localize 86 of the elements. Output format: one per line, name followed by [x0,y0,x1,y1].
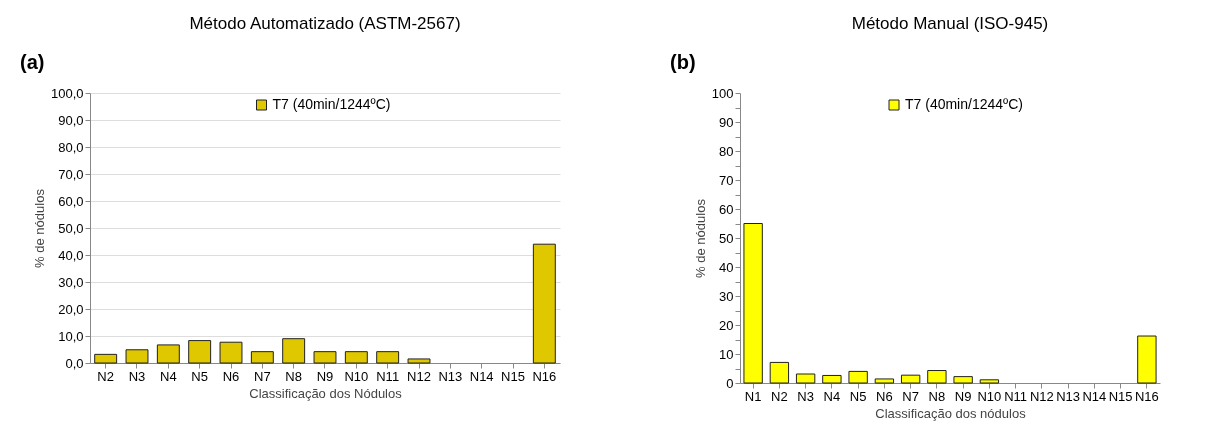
legend-label: T7 (40min/1244ºC) [272,96,391,112]
bar [313,351,337,364]
y-tick-label: 30 [719,288,734,304]
x-tick-label: N2 [771,388,788,404]
x-tick-label: N12 [407,368,431,384]
y-tick-label: 80,0 [58,139,84,155]
y-tick-label: 0 [726,375,734,391]
x-tick-label: N4 [160,368,177,384]
y-tick-label: 40,0 [58,247,84,263]
x-tick-label: N9 [316,368,334,384]
y-tick-label: 20 [719,317,734,333]
chart-title: Método Manual (ISO-945) [851,14,1049,33]
bar [407,358,431,364]
x-tick-label: N7 [254,368,271,384]
y-tick-label: 70 [719,172,734,188]
y-tick-label: 10,0 [58,328,84,344]
bar [795,373,816,384]
y-tick-label: 60 [719,201,734,217]
y-tick-label: 90,0 [58,112,84,128]
x-tick-label: N16 [532,368,557,384]
x-tick-label: N1 [744,388,762,404]
bar [953,376,973,384]
x-tick-label: N10 [977,388,1002,404]
x-tick-label: N9 [954,388,972,404]
x-tick-label: N15 [501,368,525,384]
bar [532,243,556,364]
bar [874,378,895,384]
bar [219,341,243,364]
x-tick-label: N11 [1004,388,1028,404]
x-tick-label: N2 [97,368,114,384]
bar [927,370,947,384]
x-tick-label: N16 [1134,388,1159,404]
y-tick-label: 0,0 [65,355,84,371]
legend-label: T7 (40min/1244ºC) [905,96,1023,112]
bar [282,338,306,364]
x-tick-label: N14 [469,368,494,384]
bar [94,353,118,364]
bar [1137,335,1157,384]
chart-title: Método Automatizado (ASTM-2567) [189,14,461,33]
x-axis-title: Classificação dos Nódulos [249,385,403,401]
text: (b) [670,51,696,73]
bar [376,351,400,364]
y-tick-label: 70,0 [58,166,84,182]
x-tick-label: N5 [191,368,208,384]
y-axis-title: % de nódulos [692,198,708,278]
x-tick-label: N6 [876,388,893,404]
x-tick-label: N12 [1029,388,1054,404]
x-tick-label: N15 [1108,388,1133,404]
x-axis-title: Classificação dos nódulos [875,405,1027,421]
x-tick-label: N8 [285,368,302,384]
x-tick-label: N14 [1082,388,1107,404]
bar [188,340,212,364]
y-tick-label: 100,0 [50,85,84,101]
bar [743,223,763,384]
bar [979,379,1000,384]
y-tick-label: 50 [719,230,734,246]
y-tick-label: 100 [711,85,734,101]
text: (a) [20,51,45,73]
y-tick-label: 30,0 [58,274,84,290]
x-tick-label: N6 [222,368,240,384]
x-tick-label: N8 [928,388,946,404]
x-tick-label: N11 [376,368,400,384]
x-tick-label: N7 [902,388,919,404]
bar [900,374,921,384]
x-tick-label: N3 [128,368,146,384]
bar [250,351,274,364]
x-tick-label: N13 [438,368,463,384]
x-tick-label: N10 [344,368,369,384]
x-tick-label: N13 [1056,388,1081,404]
bar [344,351,368,364]
x-tick-label: N5 [849,388,867,404]
bar [156,344,180,364]
bar [769,361,790,384]
y-axis-title: % de nódulos [31,188,47,268]
y-tick-label: 20,0 [58,301,84,317]
y-tick-label: 40 [719,259,734,275]
y-tick-label: 10 [719,346,734,362]
bar [848,370,868,384]
bar [822,374,842,384]
y-tick-label: 60,0 [58,193,84,209]
y-tick-label: 80 [719,143,734,159]
x-tick-label: N4 [823,388,841,404]
bar [125,349,149,364]
y-tick-label: 90 [719,114,734,130]
x-tick-label: N3 [797,388,814,404]
y-tick-label: 50,0 [58,220,84,236]
